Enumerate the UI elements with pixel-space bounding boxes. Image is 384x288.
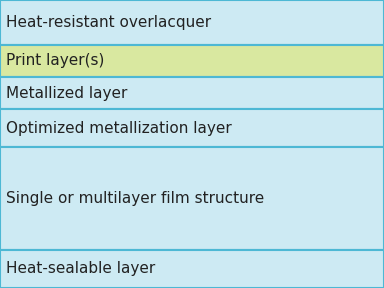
Bar: [0, 0, 384, 45]
Text: Print layer(s): Print layer(s): [6, 53, 104, 68]
Bar: [0, 109, 384, 147]
Text: Heat-sealable layer: Heat-sealable layer: [6, 262, 155, 276]
Text: Single or multilayer film structure: Single or multilayer film structure: [6, 191, 264, 206]
Text: Metallized layer: Metallized layer: [6, 86, 127, 101]
Text: Heat-resistant overlacquer: Heat-resistant overlacquer: [6, 15, 211, 30]
Text: Optimized metallization layer: Optimized metallization layer: [6, 121, 232, 136]
Bar: [0, 77, 384, 109]
Bar: [0, 250, 384, 288]
Bar: [0, 45, 384, 77]
Bar: [0, 147, 384, 250]
